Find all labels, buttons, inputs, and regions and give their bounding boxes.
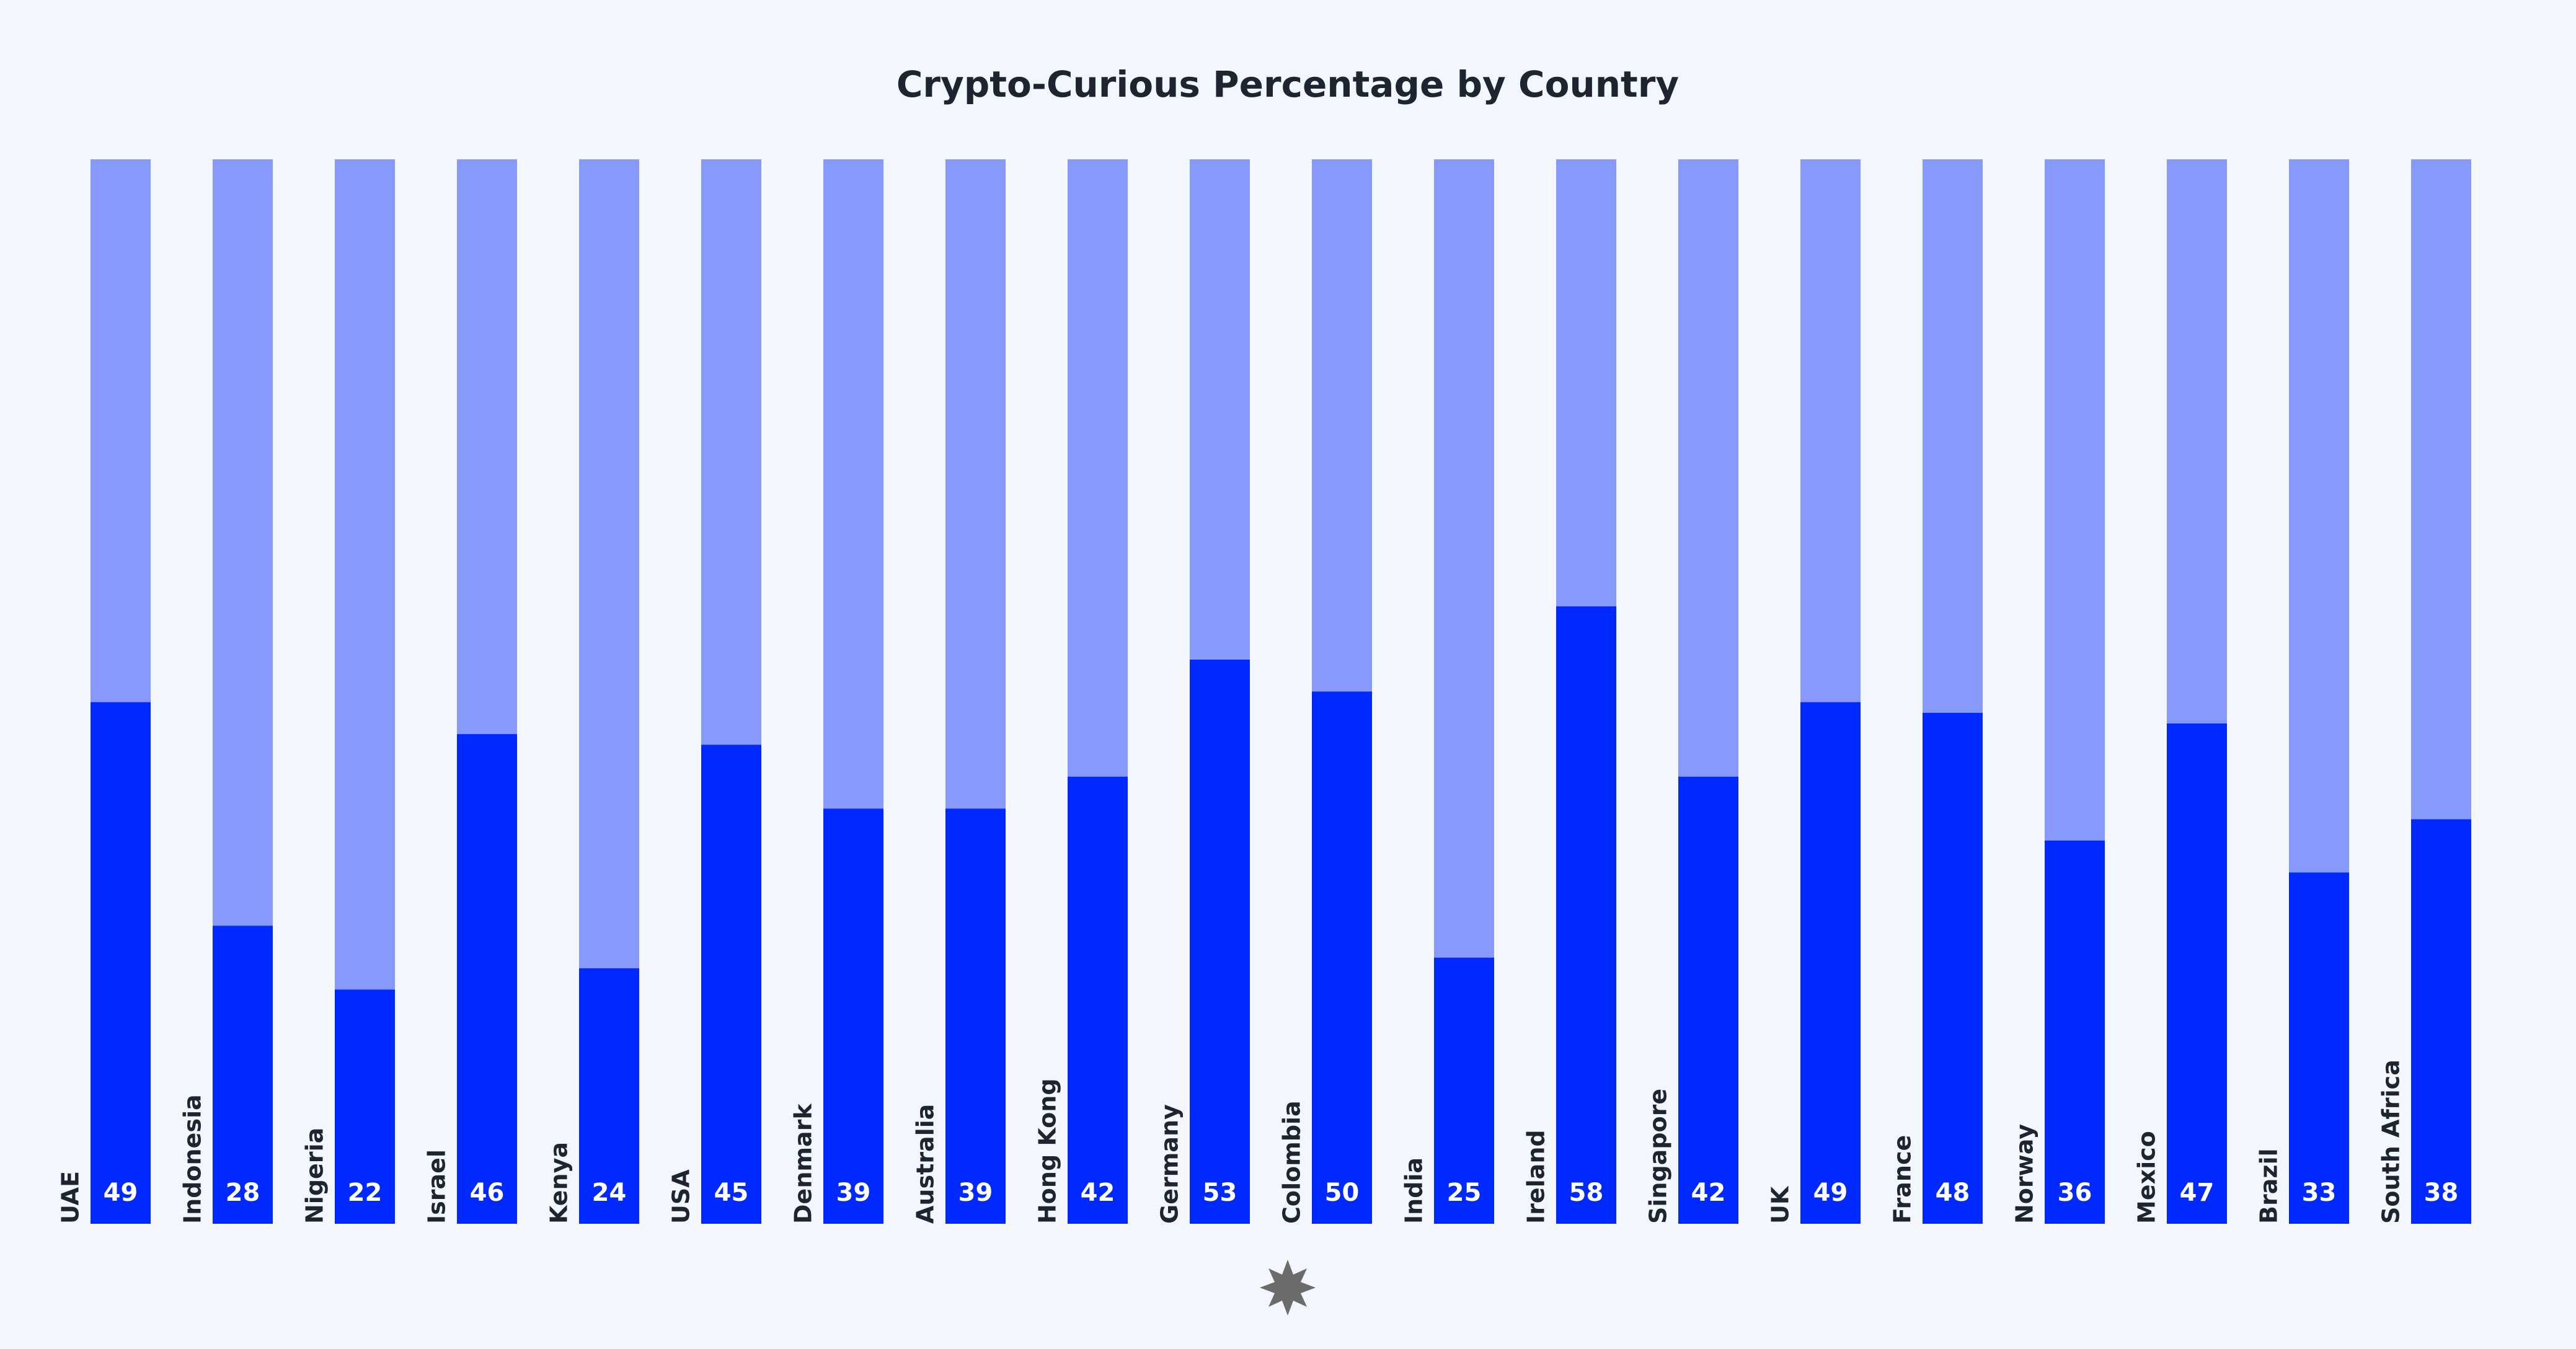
x-tick-label: France [1889, 1135, 1916, 1224]
bar [2411, 819, 2471, 1224]
logo-icon [1260, 1260, 1316, 1316]
bar [2045, 840, 2105, 1224]
bar [1190, 659, 1250, 1224]
value-label: 48 [1936, 1179, 1970, 1207]
x-tick-label: USA [668, 1169, 695, 1224]
value-label: 50 [1325, 1179, 1360, 1207]
value-label: 22 [348, 1179, 383, 1207]
value-label: 39 [836, 1179, 871, 1207]
x-tick-label: Denmark [790, 1104, 817, 1224]
x-tick-label: Indonesia [179, 1094, 206, 1224]
value-label: 58 [1569, 1179, 1604, 1207]
bar [945, 808, 1006, 1224]
bar [1312, 691, 1372, 1224]
bar [823, 808, 883, 1224]
value-label: 24 [592, 1179, 627, 1207]
bar [1434, 957, 1494, 1224]
value-label: 46 [470, 1179, 505, 1207]
bar [1800, 702, 1861, 1224]
x-tick-label: Kenya [546, 1142, 573, 1224]
bar [1923, 712, 1983, 1224]
chart-title: Crypto-Curious Percentage by Country [896, 63, 1679, 105]
value-label: 33 [2302, 1179, 2337, 1207]
value-label: 42 [1081, 1179, 1115, 1207]
bar [457, 734, 517, 1224]
x-tick-label: India [1401, 1157, 1428, 1224]
x-tick-label: Ireland [1523, 1130, 1550, 1224]
bar [335, 989, 395, 1224]
value-label: 53 [1203, 1179, 1237, 1207]
value-label: 49 [104, 1179, 138, 1207]
bar [91, 702, 151, 1224]
bar [1678, 776, 1738, 1224]
value-label: 45 [714, 1179, 749, 1207]
bar [1068, 776, 1128, 1224]
value-label: 47 [2180, 1179, 2215, 1207]
bar [213, 926, 273, 1224]
x-tick-label: Norway [2011, 1124, 2038, 1224]
value-label: 42 [1691, 1179, 1726, 1207]
x-tick-label: Nigeria [301, 1128, 329, 1224]
x-tick-label: Brazil [2255, 1148, 2283, 1224]
bar [2289, 872, 2349, 1224]
bar [701, 745, 761, 1224]
x-tick-label: Israel [423, 1149, 451, 1224]
x-tick-label: UAE [57, 1171, 84, 1224]
x-tick-label: Hong Kong [1034, 1078, 1061, 1224]
value-label: 39 [958, 1179, 993, 1207]
x-tick-label: Germany [1156, 1104, 1184, 1224]
bar [2167, 723, 2227, 1224]
x-tick-label: Mexico [2133, 1131, 2161, 1224]
bar [1556, 606, 1616, 1224]
x-tick-label: South Africa [2378, 1059, 2405, 1224]
value-label: 38 [2424, 1179, 2459, 1207]
value-label: 25 [1447, 1179, 1482, 1207]
x-tick-label: Australia [912, 1104, 939, 1224]
x-tick-label: Singapore [1645, 1089, 1672, 1224]
x-tick-label: Colombia [1278, 1100, 1306, 1224]
value-label: 36 [2058, 1179, 2092, 1207]
bar [579, 968, 639, 1224]
value-label: 49 [1813, 1179, 1848, 1207]
x-tick-label: UK [1767, 1185, 1794, 1224]
value-label: 28 [226, 1179, 260, 1207]
